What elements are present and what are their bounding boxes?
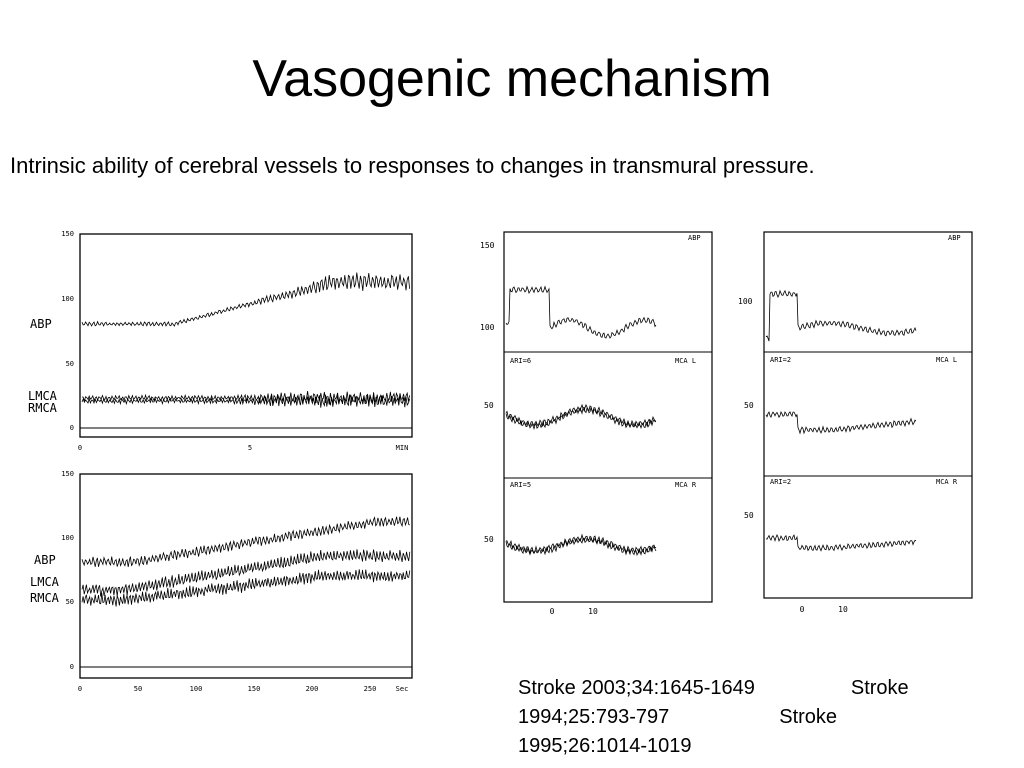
left-bottom-traces	[81, 516, 411, 607]
figure-right: 100 50 50 ABP ARI=2 MCA L ARI=2 MCA R 0 …	[732, 228, 982, 618]
left-bottom-lmca-trace	[81, 549, 411, 597]
slide-subtitle: Intrinsic ability of cerebral vessels to…	[10, 153, 815, 178]
ref-line2b: Stroke	[779, 706, 838, 728]
left-bottom-label-rmca: RMCA	[30, 591, 60, 605]
mid-mcal-ytick-50: 50	[484, 401, 494, 410]
mid-mcar-ytick-50: 50	[484, 535, 494, 544]
left-bottom-xtick-50: 50	[134, 685, 142, 693]
left-top-ytick-150: 150	[61, 230, 74, 238]
figure-left-top: 150 100 50 0 0 5 MIN ABP LMCA RMCA	[24, 228, 424, 464]
left-bottom-xtick-sec: Sec	[396, 685, 409, 693]
right-mcal-ytick-50: 50	[744, 401, 754, 410]
middle-traces	[505, 285, 657, 556]
right-mcal-tag: MCA L	[936, 356, 957, 364]
left-top-label-rmca: RMCA	[28, 401, 58, 415]
left-bottom-xtick-100: 100	[190, 685, 203, 693]
right-traces	[765, 289, 917, 552]
mid-mcal-trace-b	[505, 406, 657, 431]
left-top-traces	[81, 272, 410, 408]
left-top-label-abp: ABP	[30, 317, 52, 331]
ref-line1b: Stroke	[850, 677, 909, 699]
mid-abp-trace	[505, 285, 657, 339]
left-top-ytick-50: 50	[66, 360, 74, 368]
mid-mcar-tag: MCA R	[675, 481, 697, 489]
left-bottom-ytick-50: 50	[66, 598, 74, 606]
right-mcar-tag: MCA R	[936, 478, 958, 486]
left-top-abp-trace	[81, 272, 410, 327]
left-bottom-xtick-150: 150	[248, 685, 261, 693]
references: Stroke 2003;34:1645-1649 Stroke 1994;25:7…	[518, 674, 968, 761]
right-abp-ytick-100: 100	[738, 297, 753, 306]
right-abp-tag: ABP	[948, 234, 961, 242]
left-top-xtick-min: MIN	[396, 444, 409, 452]
mid-xtick-0: 0	[550, 607, 555, 616]
left-top-ytick-0: 0	[70, 424, 74, 432]
mid-xtick-10: 10	[588, 607, 598, 616]
right-abp-trace	[765, 289, 917, 342]
ref-line2a: 1994;25:793-797	[518, 706, 670, 728]
mid-mcar-ari: ARI=5	[510, 481, 531, 489]
right-mcar-ari: ARI=2	[770, 478, 791, 486]
left-bottom-ytick-0: 0	[70, 663, 74, 671]
ref-line3: 1995;26:1014-1019	[518, 735, 692, 757]
left-bottom-rmca-trace	[81, 569, 411, 607]
right-xtick-0: 0	[800, 605, 805, 614]
left-bottom-xtick-0: 0	[78, 685, 82, 693]
left-top-label-lmca: LMCA	[28, 389, 58, 403]
mid-abp-ytick-100: 100	[480, 323, 495, 332]
right-mcar-trace	[765, 534, 917, 552]
right-mcal-trace	[765, 410, 917, 435]
figure-left-bottom: 150 100 50 0 0 50 100 150 200 250 Sec AB…	[24, 468, 424, 696]
mid-mcal-ari: ARI=6	[510, 357, 531, 365]
figure-middle: 150 100 50 50 ABP ARI=6 MCA L ARI=5 MCA …	[470, 228, 720, 618]
mid-mcal-tag: MCA L	[675, 357, 696, 365]
mid-abp-tag: ABP	[688, 234, 701, 242]
left-bottom-label-lmca: LMCA	[30, 575, 60, 589]
left-top-rmca-trace	[81, 394, 410, 408]
mid-abp-ytick-150: 150	[480, 241, 495, 250]
left-top-xtick-0: 0	[78, 444, 82, 452]
ref-line1a: Stroke 2003;34:1645-1649	[518, 677, 755, 699]
left-bottom-label-abp: ABP	[34, 553, 56, 567]
left-bottom-xtick-250: 250	[364, 685, 377, 693]
left-top-ytick-100: 100	[61, 295, 74, 303]
left-bottom-ytick-150: 150	[61, 470, 74, 478]
mid-mcar-trace-b	[505, 536, 657, 556]
slide-title: Vasogenic mechanism	[252, 50, 772, 108]
left-bottom-abp-trace	[81, 516, 410, 567]
left-top-xtick-5: 5	[248, 444, 252, 452]
left-bottom-xtick-200: 200	[306, 685, 319, 693]
left-bottom-ytick-100: 100	[61, 534, 74, 542]
right-mcal-ari: ARI=2	[770, 356, 791, 364]
right-mcar-ytick-50: 50	[744, 511, 754, 520]
right-xtick-10: 10	[838, 605, 848, 614]
